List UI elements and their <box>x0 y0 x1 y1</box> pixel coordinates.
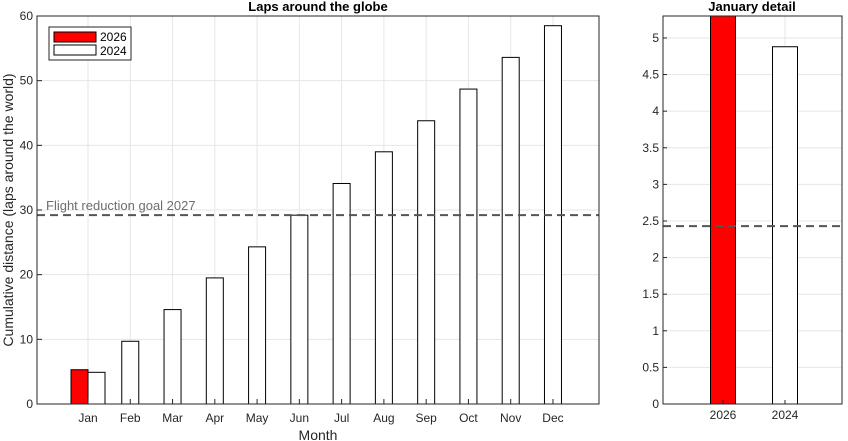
main-x-tick-label: Nov <box>500 411 521 425</box>
detail-y-tick-label: 4 <box>652 104 659 118</box>
bar-2024-feb <box>121 340 140 405</box>
legend-swatch-2026 <box>53 31 97 43</box>
bar-2024-nov <box>501 56 520 405</box>
detail-y-tick-label: 5 <box>652 31 659 45</box>
main-x-tick-label: Jan <box>78 411 97 425</box>
detail-y-tick-label: 1.5 <box>642 287 659 301</box>
main-y-tick-label: 0 <box>26 397 33 411</box>
bar-2024-may <box>248 246 267 405</box>
legend-label-2024: 2024 <box>100 44 127 58</box>
bar-2024-jun <box>290 214 309 405</box>
legend: 2026 2024 <box>48 26 132 61</box>
detail-y-tick-label: 0.5 <box>642 360 659 374</box>
detail-chart-title: January detail <box>708 0 795 14</box>
main-y-tick-label: 20 <box>20 268 34 282</box>
detail-y-tick-label: 2.5 <box>642 214 659 228</box>
main-chart-title: Laps around the globe <box>248 0 387 14</box>
main-chart: Laps around the globe Month Cumulative d… <box>0 0 600 441</box>
detail-y-tick-label: 1 <box>652 324 659 338</box>
detail-x-tick-label: 2024 <box>772 408 799 422</box>
bar-2024-mar <box>163 309 182 405</box>
main-x-axis-label: Month <box>299 427 338 441</box>
detail-y-tick-label: 2 <box>652 251 659 265</box>
main-y-tick-label: 40 <box>20 138 34 152</box>
main-x-tick-label: Jun <box>290 411 309 425</box>
legend-swatch-2024 <box>53 44 97 56</box>
bar-2024-apr <box>205 277 224 405</box>
main-x-tick-label: Dec <box>542 411 563 425</box>
main-x-tick-label: Sep <box>415 411 437 425</box>
main-y-tick-label: 60 <box>20 9 34 23</box>
detail-y-tick-label: 4.5 <box>642 68 659 82</box>
detail-y-tick-label: 3 <box>652 177 659 191</box>
goal-reference-label: Flight reduction goal 2027 <box>46 198 196 213</box>
detail-bar-2026 <box>710 15 736 405</box>
bar-2024-sep <box>417 120 436 405</box>
main-x-tick-label: Apr <box>205 411 224 425</box>
main-y-tick-label: 30 <box>20 203 34 217</box>
bar-2024-jul <box>332 182 351 405</box>
legend-label-2026: 2026 <box>100 30 127 44</box>
detail-y-tick-label: 3.5 <box>642 141 659 155</box>
main-x-tick-label: Mar <box>162 411 183 425</box>
main-y-axis-label: Cumulative distance (laps around the wor… <box>0 73 16 346</box>
main-x-tick-label: Feb <box>120 411 141 425</box>
main-y-tick-label: 10 <box>20 332 34 346</box>
bar-2026-jan <box>70 369 89 405</box>
main-x-tick-label: Oct <box>459 411 478 425</box>
bar-2024-aug <box>374 151 393 405</box>
detail-chart: January detail 0 0.5 1 1.5 2 2.5 3 3.5 4 4.5 5 202… <box>642 0 843 422</box>
main-x-tick-label: Jul <box>334 411 349 425</box>
main-x-tick-label: Aug <box>373 411 394 425</box>
detail-y-tick-label: 0 <box>652 397 659 411</box>
main-x-tick-label: May <box>246 411 269 425</box>
detail-plot-frame <box>662 15 843 405</box>
bar-2024-oct <box>459 88 478 405</box>
bar-2024-jan <box>87 371 106 405</box>
detail-x-tick-label: 2026 <box>710 408 737 422</box>
main-y-tick-label: 50 <box>20 74 34 88</box>
